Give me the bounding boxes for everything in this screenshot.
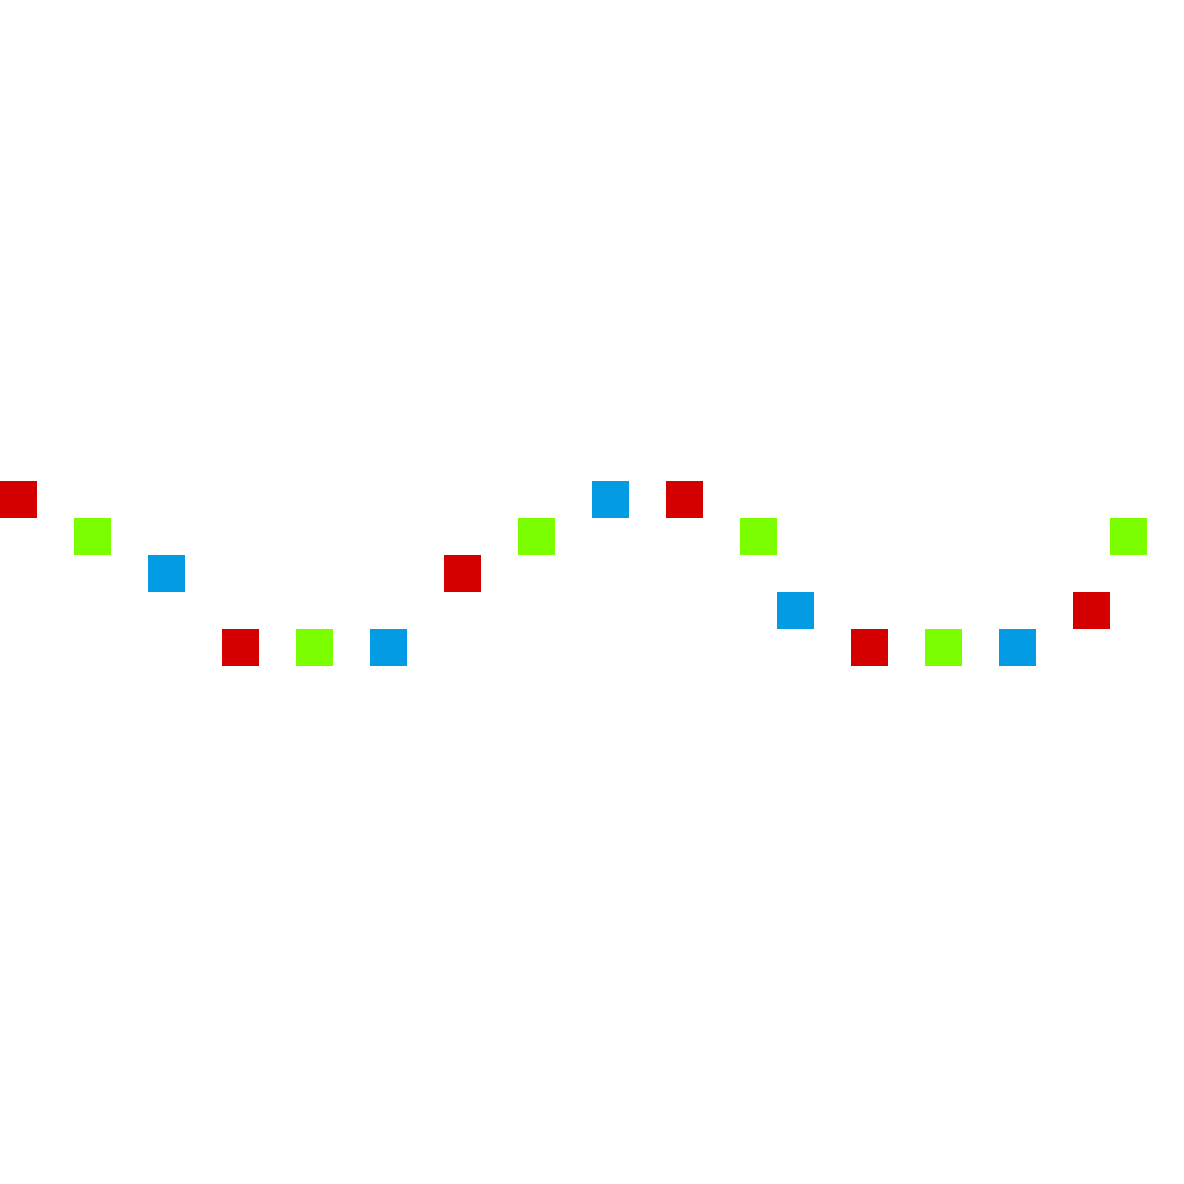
pixel-tile: [0, 481, 37, 518]
pixel-tile: [148, 555, 185, 592]
pixel-tile: [925, 629, 962, 666]
pixel-tile: [592, 481, 629, 518]
pixel-tile: [74, 518, 111, 555]
pixel-tile: [1073, 592, 1110, 629]
pixel-tile: [999, 629, 1036, 666]
pixel-tile: [740, 518, 777, 555]
pixel-tile: [222, 629, 259, 666]
pixel-tile: [777, 592, 814, 629]
pixel-tile: [518, 518, 555, 555]
pixel-tile: [370, 629, 407, 666]
pixel-tile: [851, 629, 888, 666]
pixel-tile: [296, 629, 333, 666]
pixel-tile: [1110, 518, 1147, 555]
pixel-tile: [666, 481, 703, 518]
pixel-tile: [444, 555, 481, 592]
